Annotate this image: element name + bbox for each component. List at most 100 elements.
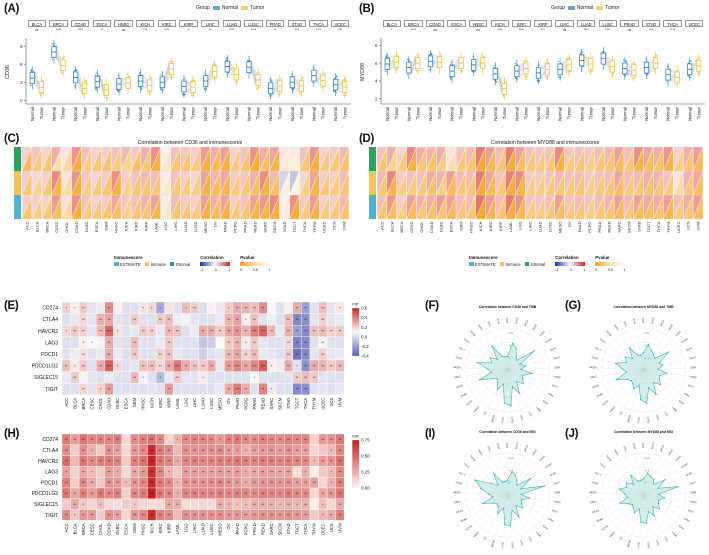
col-label-kirp: KIRP <box>166 523 171 533</box>
panel-f-letter: (F) <box>425 300 439 312</box>
col-label-ucs: UCS <box>686 221 691 230</box>
radar-axis-chol: CHOL <box>675 330 682 338</box>
col-label-prad: PRAD <box>252 398 257 410</box>
radar-point <box>474 479 476 481</box>
radar-point <box>492 502 495 504</box>
significance-star: ** <box>99 492 102 496</box>
sig-PRAD: ** <box>273 28 277 32</box>
y-axis-label: MYD88 <box>360 63 366 81</box>
col-label-chol: CHOL <box>98 397 103 409</box>
x-tick-normal: Normal <box>406 107 411 121</box>
radar-point <box>639 354 642 357</box>
significance-star: ** <box>150 492 153 496</box>
significance-star: *** <box>107 330 112 334</box>
heatmap-cell <box>267 301 276 314</box>
significance-star: ** <box>296 438 299 442</box>
col-label-chol: CHOL <box>419 221 424 233</box>
significance-star: ** <box>116 514 119 518</box>
radar-axis-coad: COAD <box>681 462 689 469</box>
x-tick-normal: Normal <box>225 107 230 121</box>
significance-star: ** <box>287 438 290 442</box>
radar-axis-gbm: GBM <box>554 366 560 369</box>
significance-star: ** <box>159 353 162 357</box>
radar-axis-skcm: SKCM <box>589 491 596 494</box>
heatmap-cell <box>61 371 71 384</box>
radar-axis-esca: ESCA <box>689 481 697 486</box>
heatmap-cell <box>87 325 97 337</box>
radar-axis-laml: LAML <box>671 406 678 413</box>
col-label-chol: CHOL <box>98 523 103 535</box>
correlation-ticks: -1 0 1 <box>555 268 585 272</box>
significance-star: ** <box>108 481 111 485</box>
radar-polygon <box>618 472 679 524</box>
col-label-lgg: LGG <box>518 222 523 230</box>
significance-star: ** <box>313 364 316 368</box>
significance-star: * <box>100 503 102 507</box>
strip-KIRP: KIRP <box>533 20 553 27</box>
radar-point <box>615 378 618 381</box>
panel-b-letter: (B) <box>359 3 375 15</box>
sig-UCEC: *** <box>338 28 343 32</box>
radar-point <box>504 480 506 483</box>
significance-star: ** <box>185 364 188 368</box>
significance-star: ** <box>193 438 196 442</box>
significance-star: ** <box>159 481 162 485</box>
tri-pval-cell <box>416 171 427 195</box>
significance-star: ** <box>287 330 290 334</box>
radar-point <box>519 363 521 366</box>
significance-star: ** <box>185 449 188 453</box>
col-label-thym: THYM <box>312 523 317 535</box>
heatmap-cell <box>181 348 191 361</box>
heatmap-cell <box>121 509 131 521</box>
col-label-dlbc: DLBC <box>439 221 444 232</box>
col-label-lihc: LIHC <box>528 221 533 230</box>
radar-point <box>618 488 621 490</box>
significance-star: ** <box>108 353 111 357</box>
x-tick-tumor: Tumor <box>653 106 658 119</box>
col-label-prad: PRAD <box>252 523 257 535</box>
radar-axis-pcpg: PCPG <box>602 525 609 532</box>
radar-point <box>511 509 513 512</box>
heatmap-cell <box>172 466 182 478</box>
radar-point <box>633 388 635 390</box>
significance-star: ** <box>287 364 290 368</box>
radar-point <box>624 356 627 358</box>
tri-pval-cell <box>465 147 476 171</box>
radar-axis-lihc: LIHC <box>655 540 660 546</box>
tri-corr-cell <box>614 195 624 219</box>
significance-star: * <box>134 503 136 507</box>
significance-star: * <box>74 364 76 368</box>
significance-star: * <box>271 388 273 392</box>
significance-star: ** <box>185 514 188 518</box>
radar-point <box>615 362 617 364</box>
heatmap-cell <box>258 371 268 384</box>
heatmap-cell <box>70 348 80 361</box>
radar-title: Correlation between CD36 and TMB <box>479 305 537 309</box>
significance-star: ** <box>159 364 162 368</box>
gene-label-siglec15: SIGLEC15 <box>34 502 58 508</box>
significance-star: ** <box>73 330 76 334</box>
radar-axis-dlbc: DLBC <box>686 346 693 352</box>
significance-star: ** <box>262 388 265 392</box>
col-label-meso: MESO <box>218 523 223 536</box>
tri-pval-cell <box>377 147 387 171</box>
heatmap-cell <box>198 348 208 361</box>
strip-THCA: THCA <box>309 20 328 27</box>
significance-star: ** <box>91 438 94 442</box>
radar-point <box>640 521 642 523</box>
gene-label-pdcd1: PDCD1 <box>41 480 58 486</box>
significance-star: ** <box>142 330 145 334</box>
significance-star: ** <box>253 353 256 357</box>
significance-star: ** <box>304 503 307 507</box>
radar-point <box>496 378 498 380</box>
significance-star: * <box>322 514 324 518</box>
strip-COAD: COAD <box>70 20 90 27</box>
tri-pval-cell <box>574 171 585 195</box>
x-tick-normal: Normal <box>666 107 671 121</box>
significance-star: ** <box>159 449 162 453</box>
col-label-lgg: LGG <box>183 398 188 407</box>
significance-star: ** <box>270 503 273 507</box>
x-tick-normal: Normal <box>622 107 627 121</box>
radar-point <box>628 347 631 349</box>
panel-a-letter: (A) <box>4 3 20 15</box>
